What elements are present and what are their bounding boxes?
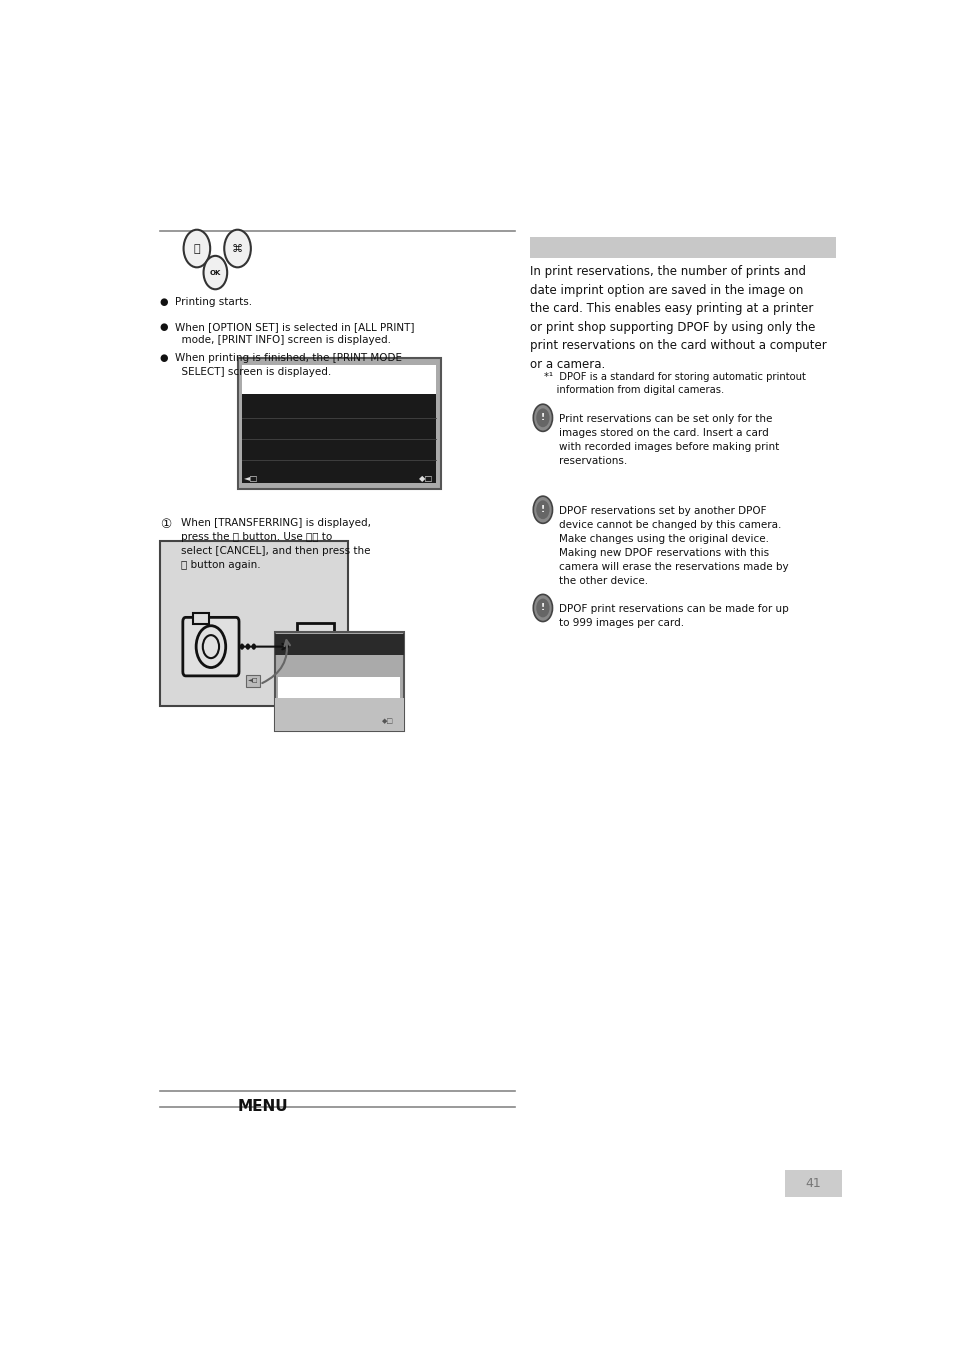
- Bar: [300, 643, 330, 665]
- Text: DPOF print reservations can be made for up
to 999 images per card.: DPOF print reservations can be made for …: [558, 604, 788, 628]
- Text: *¹  DPOF is a standard for storing automatic printout
    information from digit: *¹ DPOF is a standard for storing automa…: [544, 372, 805, 395]
- Bar: [783, 1170, 841, 1197]
- Bar: [237, 358, 440, 489]
- Text: OK: OK: [210, 270, 221, 275]
- Text: ◄□: ◄□: [243, 474, 257, 483]
- Text: ①: ①: [160, 518, 171, 531]
- Circle shape: [239, 643, 244, 650]
- Circle shape: [533, 594, 552, 622]
- Circle shape: [224, 229, 251, 267]
- Bar: [160, 541, 348, 706]
- Bar: [278, 677, 400, 700]
- Text: !: !: [540, 414, 544, 422]
- Bar: [296, 623, 334, 674]
- Text: !: !: [540, 505, 544, 514]
- Text: DPOF reservations set by another DPOF
device cannot be changed by this camera.
M: DPOF reservations set by another DPOF de…: [558, 506, 788, 586]
- Text: ●: ●: [160, 297, 169, 307]
- Text: Printing starts.: Printing starts.: [174, 297, 252, 307]
- Circle shape: [533, 404, 552, 432]
- Text: ●: ●: [160, 353, 169, 364]
- Text: When [OPTION SET] is selected in [ALL PRINT]
  mode, [PRINT INFO] screen is disp: When [OPTION SET] is selected in [ALL PR…: [174, 322, 414, 345]
- Text: ●: ●: [160, 322, 169, 331]
- Bar: [274, 634, 403, 655]
- Bar: [193, 613, 210, 624]
- Text: ◆□: ◆□: [418, 474, 433, 483]
- Bar: [300, 673, 330, 688]
- Bar: [529, 237, 836, 258]
- Text: 41: 41: [804, 1178, 821, 1190]
- Bar: [274, 697, 403, 731]
- Text: Print reservations can be set only for the
images stored on the card. Insert a c: Print reservations can be set only for t…: [558, 414, 779, 465]
- Text: ⌘: ⌘: [232, 243, 243, 254]
- Circle shape: [246, 643, 250, 650]
- Circle shape: [536, 501, 549, 520]
- Circle shape: [196, 626, 226, 668]
- Circle shape: [536, 598, 549, 617]
- Circle shape: [536, 408, 549, 427]
- Circle shape: [203, 256, 227, 289]
- Bar: [242, 365, 436, 483]
- Text: Ⓢ: Ⓢ: [193, 243, 200, 254]
- Bar: [274, 632, 403, 731]
- Circle shape: [533, 497, 552, 524]
- Text: ◄□: ◄□: [248, 678, 258, 684]
- Circle shape: [203, 635, 219, 658]
- Bar: [246, 674, 259, 688]
- FancyBboxPatch shape: [183, 617, 239, 676]
- Circle shape: [183, 229, 210, 267]
- Text: When [TRANSFERRING] is displayed,
press the Ⓜ button. Use ⓹⓺ to
select [CANCEL],: When [TRANSFERRING] is displayed, press …: [180, 518, 370, 570]
- Text: MENU: MENU: [238, 1099, 289, 1114]
- Bar: [242, 365, 436, 394]
- Text: In print reservations, the number of prints and
date imprint option are saved in: In print reservations, the number of pri…: [529, 265, 825, 370]
- Circle shape: [252, 643, 255, 650]
- Text: !: !: [540, 604, 544, 612]
- Text: ◆□: ◆□: [381, 718, 394, 723]
- Text: When printing is finished, the [PRINT MODE
  SELECT] screen is displayed.: When printing is finished, the [PRINT MO…: [174, 353, 401, 377]
